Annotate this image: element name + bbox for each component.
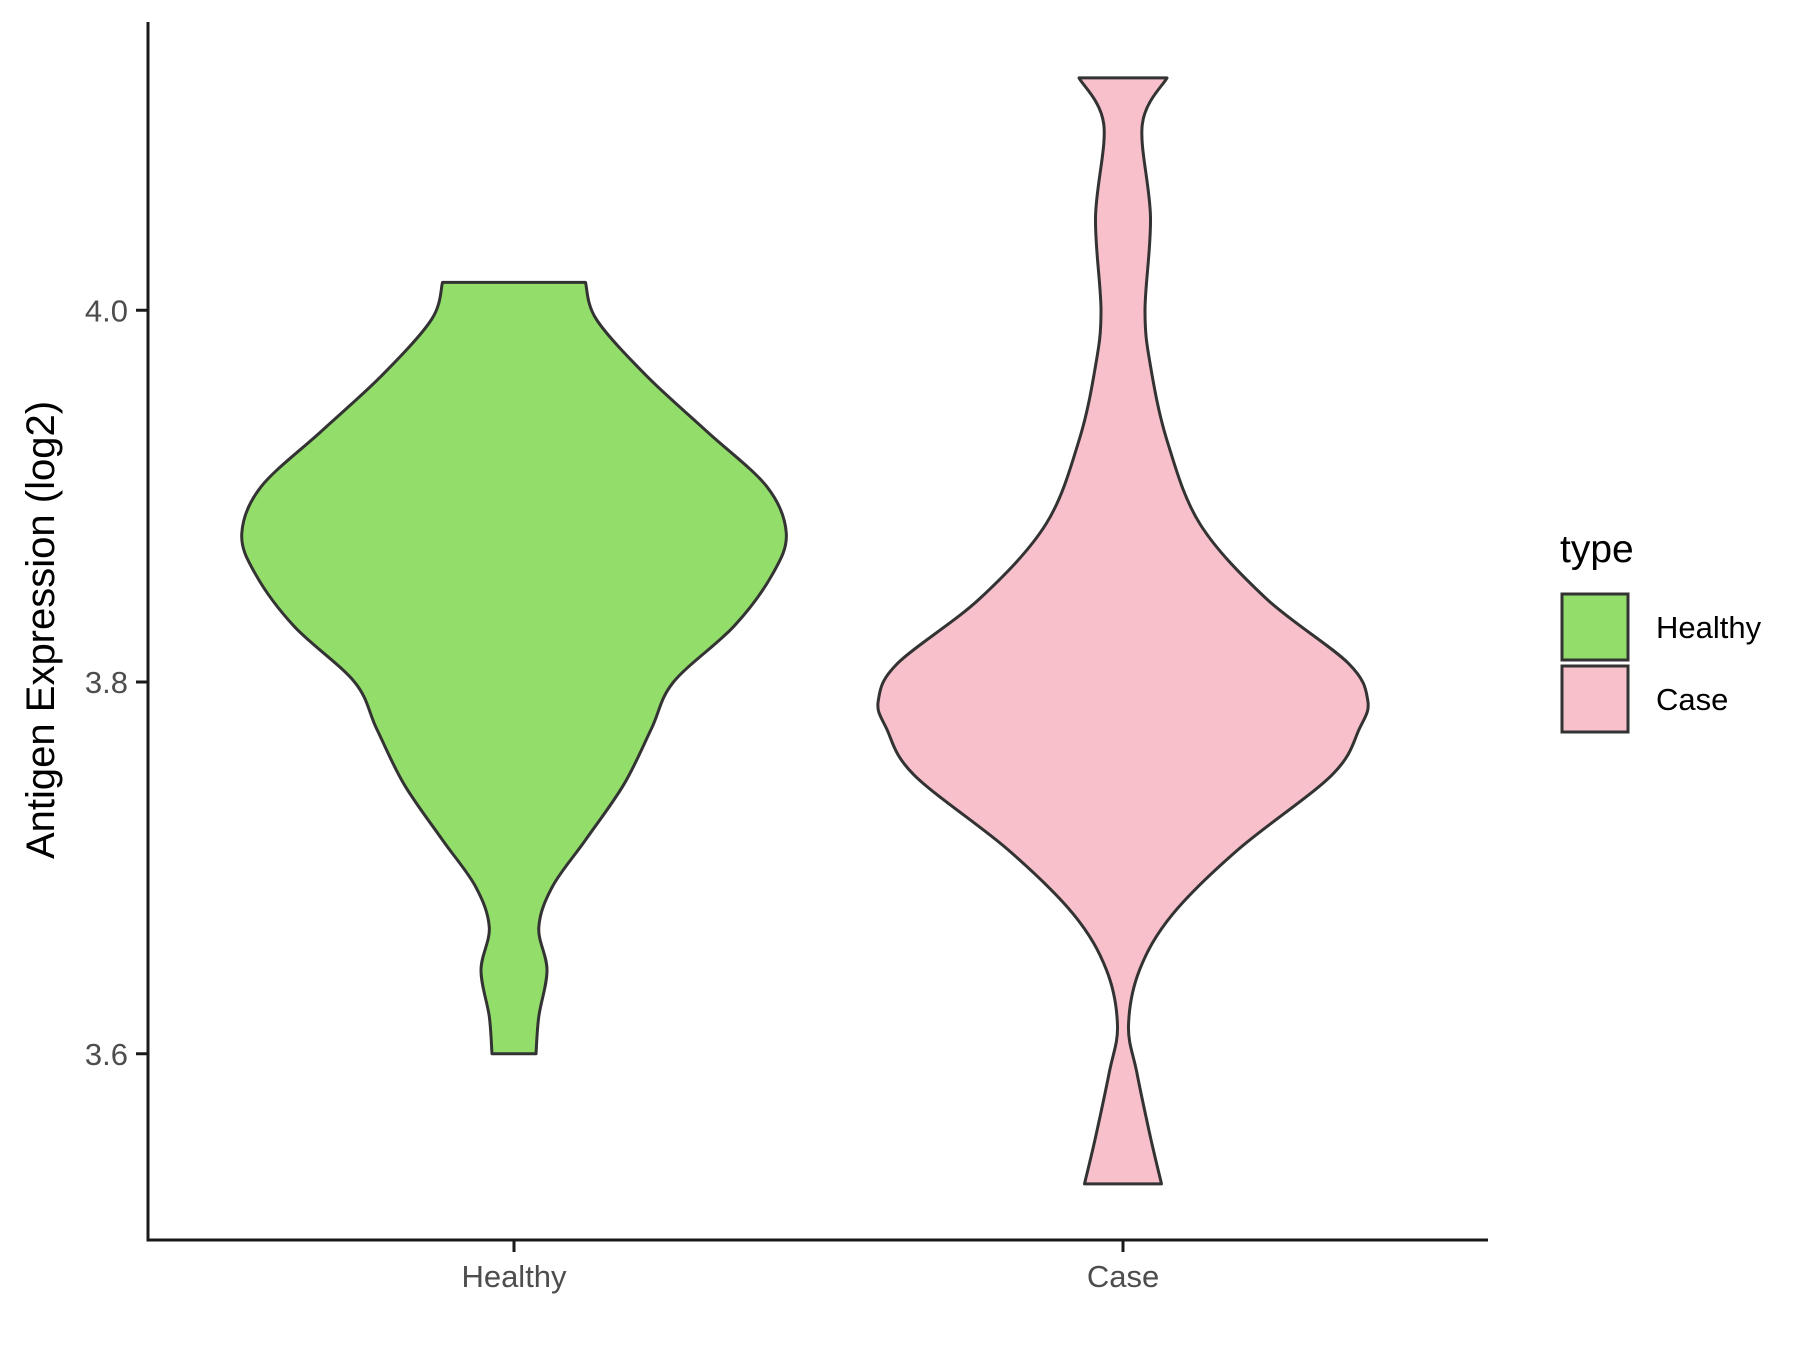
legend-key-case bbox=[1560, 664, 1630, 734]
legend: type Healthy Case bbox=[1560, 528, 1762, 734]
x-tick-label: Healthy bbox=[461, 1259, 567, 1294]
legend-label-case: Case bbox=[1656, 682, 1728, 717]
y-axis-ticks: 3.6 3.8 4.0 bbox=[85, 293, 148, 1072]
x-axis-ticks: Healthy Case bbox=[461, 1240, 1159, 1294]
violin-healthy bbox=[240, 280, 788, 1056]
y-tick-label: 3.6 bbox=[85, 1037, 128, 1072]
violin-layer bbox=[240, 76, 1370, 1186]
violin-case bbox=[876, 76, 1370, 1186]
y-axis-title: Antigen Expression (log2) bbox=[19, 401, 63, 859]
y-tick-label: 3.8 bbox=[85, 665, 128, 700]
legend-title: type bbox=[1560, 528, 1634, 571]
y-tick-label: 4.0 bbox=[85, 293, 128, 328]
legend-key-healthy bbox=[1560, 592, 1630, 662]
legend-items: Healthy Case bbox=[1560, 592, 1762, 734]
x-tick-label: Case bbox=[1087, 1259, 1159, 1294]
legend-label-healthy: Healthy bbox=[1656, 610, 1762, 645]
